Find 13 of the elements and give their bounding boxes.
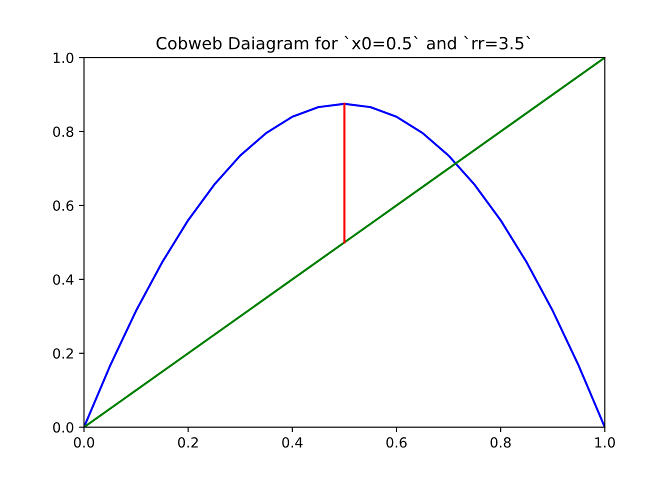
x-tick-label: 1.0 (595, 437, 615, 448)
y-tick-label: 0.2 (53, 348, 73, 359)
x-tick-label: 0.2 (178, 437, 198, 448)
y-tick-label: 0.4 (53, 274, 74, 285)
x-tick-label: 0.0 (74, 437, 94, 448)
x-tick-label: 0.6 (386, 437, 407, 448)
y-tick-label: 0.0 (53, 422, 74, 433)
y-tick-label: 0.6 (53, 200, 74, 211)
chart-title: Cobweb Daiagram for `x0=0.5` and `rr=3.5` (156, 36, 530, 53)
y-tick-label: 1.0 (54, 52, 74, 64)
x-tick-label: 0.8 (490, 437, 511, 448)
y-tick-label: 0.8 (53, 126, 74, 137)
x-tick-label: 0.4 (282, 437, 303, 448)
